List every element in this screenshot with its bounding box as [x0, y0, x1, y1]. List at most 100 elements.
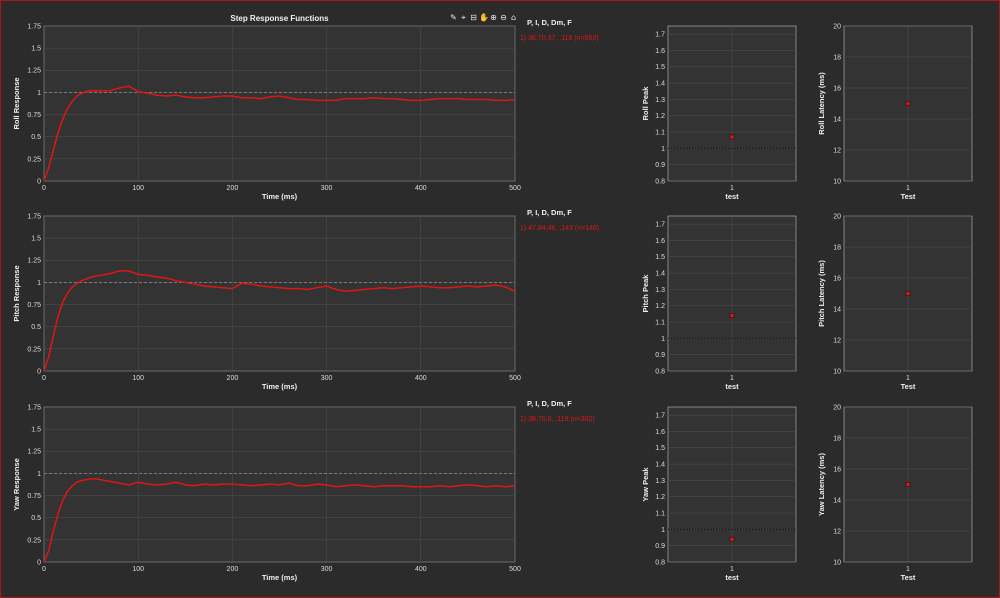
x-tick-label: 1 [906, 566, 910, 573]
zoom-out-icon[interactable]: ⊖ [500, 13, 507, 22]
y-axis-label: Roll Peak [641, 86, 650, 121]
legend-title: P, I, D, Dm, F [527, 208, 572, 217]
x-tick-label: 500 [509, 185, 521, 192]
x-axis-label: Test [901, 573, 916, 582]
pitch-response-plot-area [43, 215, 516, 372]
y-tick-label: 1.5 [655, 64, 665, 71]
y-tick-label: 14 [833, 497, 841, 504]
y-tick-label: 1.75 [27, 213, 41, 220]
y-tick-label: 1.5 [31, 46, 41, 53]
y-tick-label: 18 [833, 54, 841, 61]
y-axis-label: Roll Response [12, 77, 21, 129]
x-tick-label: 1 [730, 566, 734, 573]
y-tick-label: 1.25 [27, 449, 41, 456]
data-tip-icon[interactable]: ⌖ [461, 13, 466, 22]
yaw-latency-ms-point [905, 482, 911, 487]
y-tick-label: 1.4 [655, 81, 665, 88]
y-tick-label: 1.25 [27, 258, 41, 265]
legend-entry: 1) 38,70,0, ,119 (n=302) [520, 416, 595, 423]
x-axis-label: test [725, 573, 739, 582]
pitch-response-axes: 0 0.25 0.5 0.75 1 1.25 1.5 1.75 0 100 200 300 400 500… [12, 208, 599, 391]
axes-toolbar: ✎ ⌖ ⊟ ✋ ⊕ ⊖ ⌂ [449, 13, 518, 22]
roll-latency-ms-point [905, 101, 911, 106]
brush-icon[interactable]: ✎ [450, 13, 457, 22]
y-tick-label: 1 [661, 336, 665, 343]
y-tick-label: 1.7 [655, 222, 665, 229]
x-tick-label: 0 [42, 185, 46, 192]
pitch-response-series-line [43, 270, 516, 372]
y-tick-label: 1.2 [655, 494, 665, 501]
x-tick-label: 500 [509, 375, 521, 382]
y-tick-label: 20 [833, 23, 841, 30]
yaw-response-axes: 0 0.25 0.5 0.75 1 1.25 1.5 1.75 0 100 200 300 400 500… [12, 399, 595, 582]
x-axis-label: Time (ms) [262, 192, 298, 201]
x-tick-label: 400 [415, 566, 427, 573]
home-icon[interactable]: ⌂ [510, 13, 517, 22]
x-tick-label: 0 [42, 375, 46, 382]
y-tick-label: 10 [833, 178, 841, 185]
y-tick-label: 1.5 [655, 254, 665, 261]
y-tick-label: 0.5 [31, 134, 41, 141]
export-icon[interactable]: ⊟ [470, 13, 477, 22]
x-axis-label: test [725, 192, 739, 201]
yaw-response-series-line [43, 477, 516, 563]
y-tick-label: 1 [37, 280, 41, 287]
x-tick-label: 300 [321, 185, 333, 192]
y-tick-label: 0.25 [27, 156, 41, 163]
pan-icon[interactable]: ✋ [479, 13, 489, 22]
legend-title: P, I, D, Dm, F [527, 399, 572, 408]
y-tick-label: 1.75 [27, 23, 41, 30]
y-tick-label: 0 [37, 559, 41, 566]
y-tick-label: 12 [833, 147, 841, 154]
y-tick-label: 1.6 [655, 48, 665, 55]
x-tick-label: 1 [730, 375, 734, 382]
zoom-in-icon[interactable]: ⊕ [490, 13, 497, 22]
y-tick-label: 1.6 [655, 238, 665, 245]
y-tick-label: 1.7 [655, 32, 665, 39]
pitch-peak-point [729, 313, 735, 318]
roll-response-axes: 0 0.25 0.5 0.75 1 1.25 1.5 1.75 0 100 200 300 400 500… [12, 14, 599, 201]
x-tick-label: 300 [321, 566, 333, 573]
x-tick-label: 1 [730, 185, 734, 192]
y-tick-label: 0.8 [655, 368, 665, 375]
y-tick-label: 1.1 [655, 510, 665, 517]
x-tick-label: 500 [509, 566, 521, 573]
y-tick-label: 0.75 [27, 493, 41, 500]
x-tick-label: 1 [906, 375, 910, 382]
y-tick-label: 1.6 [655, 429, 665, 436]
y-tick-label: 1.5 [31, 236, 41, 243]
y-axis-label: Yaw Latency (ms) [817, 453, 826, 516]
y-tick-label: 14 [833, 306, 841, 313]
y-tick-label: 0.75 [27, 302, 41, 309]
y-tick-label: 1.1 [655, 319, 665, 326]
x-axis-label: Time (ms) [262, 382, 298, 391]
y-tick-label: 1.25 [27, 68, 41, 75]
x-tick-label: 100 [132, 185, 144, 192]
y-tick-label: 1.4 [655, 462, 665, 469]
y-tick-label: 1.2 [655, 113, 665, 120]
y-tick-label: 16 [833, 275, 841, 282]
y-tick-label: 1.1 [655, 129, 665, 136]
y-tick-label: 0.8 [655, 178, 665, 185]
y-axis-label: Pitch Peak [641, 274, 650, 313]
y-axis-label: Yaw Response [12, 458, 21, 511]
x-tick-label: 100 [132, 566, 144, 573]
y-tick-label: 14 [833, 116, 841, 123]
roll-response-series-line [43, 85, 516, 182]
legend-entry: 1) 47,84,46, ,143 (n=148) [520, 225, 599, 232]
x-axis-label: Time (ms) [262, 573, 298, 582]
y-tick-label: 0.25 [27, 346, 41, 353]
y-tick-label: 0.9 [655, 162, 665, 169]
x-tick-label: 300 [321, 375, 333, 382]
y-tick-label: 1.5 [655, 445, 665, 452]
y-tick-label: 1.4 [655, 271, 665, 278]
y-tick-label: 16 [833, 85, 841, 92]
x-axis-label: Test [901, 382, 916, 391]
y-tick-label: 16 [833, 466, 841, 473]
